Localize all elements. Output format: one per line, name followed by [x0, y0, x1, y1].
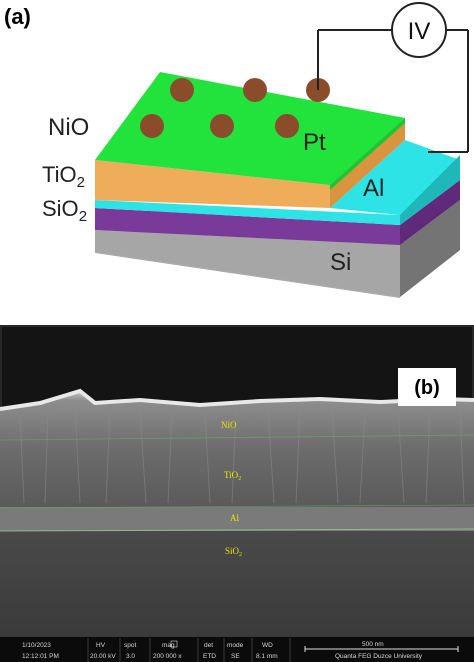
- si-layer-front-face: [95, 230, 400, 297]
- pt-dot: [243, 78, 267, 102]
- si-layer-side: [400, 200, 460, 297]
- info-mag-value: 200 000 x: [153, 653, 182, 660]
- sio2-region: [0, 530, 474, 637]
- grain-streaks: [19, 408, 465, 504]
- mag-box-icon: [170, 640, 178, 648]
- panel-a-label: (a): [4, 4, 31, 29]
- tio2-layer-front: [95, 160, 330, 208]
- scale-bar: [304, 646, 459, 652]
- info-det-value: ETD: [203, 653, 216, 660]
- info-spot-label: spot: [124, 642, 136, 649]
- nio-label: NiO: [48, 114, 89, 141]
- iv-meter-label: IV: [408, 18, 431, 45]
- info-time: 12:12:01 PM: [22, 653, 59, 660]
- pt-dot: [170, 78, 194, 102]
- panel-b-sem-image: (b) NiO TiO2 Al SiO2 1/10/2023 12:12:01 …: [0, 325, 474, 662]
- info-hv-label: HV: [96, 642, 106, 649]
- sem-tio2-label: TiO2: [224, 470, 241, 482]
- info-mode-value: SE: [231, 653, 240, 660]
- nio-layer-side: [330, 118, 405, 190]
- tio2-al-interface: [0, 504, 474, 509]
- sio2-layer-side: [400, 180, 460, 245]
- al-band: [0, 507, 474, 531]
- sio2-label: SiO2: [42, 196, 87, 225]
- pt-dot: [210, 114, 234, 138]
- si-label: Si: [330, 249, 351, 276]
- al-layer-front: [95, 200, 400, 225]
- panel-a-device-schematic: (a) IV NiO TiO2 SiO2 Pt Al Si: [4, 2, 469, 298]
- panel-b-label: (b): [414, 377, 440, 399]
- al-layer-side: [400, 155, 460, 225]
- film-cross-section: [0, 391, 474, 507]
- sem-sio2-label: SiO2: [225, 546, 242, 558]
- tio2-label: TiO2: [42, 162, 85, 191]
- sem-info-bar: 1/10/2023 12:12:01 PM HV 20.00 kV spot 3…: [0, 637, 474, 662]
- pt-dot: [275, 114, 299, 138]
- pt-dot: [140, 114, 164, 138]
- info-wd-label: WD: [262, 642, 273, 649]
- info-date: 1/10/2023: [22, 642, 51, 649]
- info-mode-label: mode: [227, 642, 244, 649]
- al-layer-top: [330, 140, 460, 215]
- tio2-layer-side: [330, 118, 405, 208]
- sem-al-label: Al: [230, 513, 239, 523]
- info-mag-label: mag: [162, 642, 175, 649]
- info-wd-value: 8.1 mm: [256, 653, 278, 660]
- sio2-layer-front: [95, 208, 400, 245]
- nio-tio2-interface: [0, 434, 474, 441]
- film-top-edge: [0, 388, 474, 411]
- iv-meter: [391, 2, 447, 58]
- al-label: Al: [363, 175, 384, 202]
- info-spot-value: 3.0: [126, 653, 135, 660]
- al-sio2-interface: [0, 528, 474, 532]
- info-det-label: det: [204, 642, 213, 649]
- pt-label: Pt: [303, 129, 326, 156]
- info-scale-label: 500 nm: [362, 641, 384, 648]
- sem-nio-label: NiO: [221, 420, 237, 430]
- panel-b-label-box: [398, 368, 456, 406]
- nio-layer-top: [95, 72, 405, 185]
- info-hv-value: 20.00 kV: [90, 653, 116, 660]
- si-layer-front: [95, 252, 400, 298]
- info-instrument: Quanta FEG Duzce University: [335, 653, 423, 660]
